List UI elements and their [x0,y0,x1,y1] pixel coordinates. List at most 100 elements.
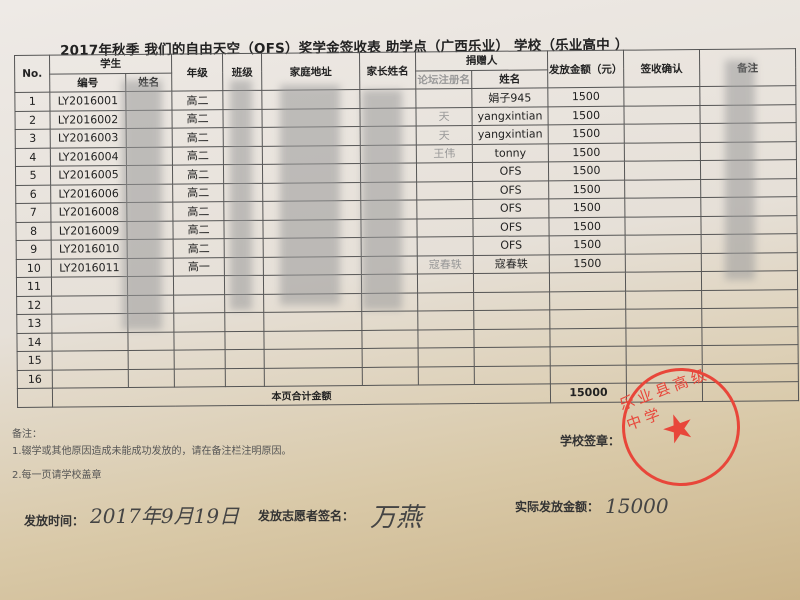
student-id: LY2016001 [49,91,126,111]
row-no: 2 [14,110,51,130]
row-no: 5 [15,166,51,185]
class [224,312,264,332]
parent-name [361,310,418,330]
actual-amount-label: 实际发放金额： [515,500,600,514]
student-name [127,331,175,351]
row-no: 1 [14,92,50,111]
sign-cell [625,271,702,291]
donor-name: OFS [472,161,549,182]
header-amount: 发放金额（元） [547,50,624,88]
actual-amount-value[interactable]: 15000 [605,494,669,518]
row-no: 13 [16,314,52,333]
parent-name [361,329,419,349]
grade: 高二 [172,220,225,240]
sign-cell [625,327,703,347]
amount [549,309,626,329]
sign-cell [625,234,702,254]
student-id: LY2016002 [49,110,127,130]
student-id [52,350,129,370]
grade: 高二 [172,127,224,147]
amount [550,346,627,366]
amount: 1500 [548,124,625,144]
donor-reg-name [416,162,473,182]
address [263,329,363,350]
student-id: LY2016010 [51,239,128,259]
privacy-mask [230,80,252,310]
sign-cell [626,345,703,365]
donor-name [474,365,551,385]
class [225,349,265,369]
donor-reg-name: 寇春轶 [417,254,474,274]
donor-name: 寇春轶 [473,254,550,274]
donor-name [473,272,550,292]
donor-name: OFS [472,180,549,200]
donor-name [474,346,551,366]
date-value[interactable]: 2017年9月19日 [90,504,240,528]
remark-cell [701,307,798,328]
donor-name: 娟子945 [471,87,548,108]
student-id [51,276,128,296]
amount [550,364,627,384]
note-item: 1.辍学或其他原因造成未能成功发放的，请在备注栏注明原因。 [12,446,292,457]
header-donor-reg: 论坛注册名 [415,70,472,89]
address [263,311,362,331]
class [225,367,265,387]
amount [549,290,626,310]
header-parent: 家长姓名 [359,51,416,90]
row-no: 6 [15,184,51,204]
amount [549,327,627,347]
grade [173,331,226,351]
sign-cell [623,105,701,125]
grade: 高一 [173,257,225,277]
header-donor-name: 姓名 [471,69,548,89]
header-donor: 捐赠人 [415,50,548,71]
donor-name: yangxintian [471,106,549,126]
donor-reg-name [417,291,474,311]
row-no: 15 [17,351,53,370]
row-no: 4 [15,147,51,167]
grade [173,275,225,295]
row-no: 14 [16,332,53,352]
donor-reg-name: 天 [416,125,473,145]
amount: 1500 [547,87,624,107]
donor-name: OFS [472,217,550,237]
student-id [52,369,129,389]
header-student-id: 编号 [49,73,126,93]
amount: 1500 [548,198,625,218]
sign-cell [625,253,702,273]
grade [173,312,225,332]
student-id: LY2016011 [51,258,128,278]
row-no: 7 [15,203,51,222]
header-no: No. [14,55,50,93]
sign-cell [624,160,701,180]
student-id [51,313,128,333]
amount: 1500 [548,142,625,162]
header-student: 学生 [49,54,172,74]
grade: 高二 [172,164,224,184]
parent-name [362,347,419,367]
row-no: 12 [16,295,52,315]
sign-cell [624,216,702,236]
donor-reg-name [416,181,473,200]
grade: 高二 [172,183,224,203]
sign-cell [625,308,702,328]
volunteer-signature[interactable]: 万燕 [370,503,423,533]
donor-reg-name [417,328,475,348]
total-label: 本页合计金额 [52,383,551,407]
grade: 高二 [172,146,224,166]
student-name [128,368,175,388]
amount [549,272,626,292]
amount: 1500 [548,216,626,236]
student-id: LY2016008 [50,202,127,222]
sign-cell [624,123,701,143]
row-no: 11 [16,277,52,296]
donor-reg-name [416,199,473,219]
row-no: 8 [15,221,52,241]
donor-name: OFS [472,198,549,219]
student-id [51,332,129,352]
privacy-mask [362,90,402,310]
donor-name: OFS [473,235,550,255]
notes-heading: 备注： [12,429,42,440]
donor-reg-name [415,88,472,108]
sign-cell [624,179,701,199]
